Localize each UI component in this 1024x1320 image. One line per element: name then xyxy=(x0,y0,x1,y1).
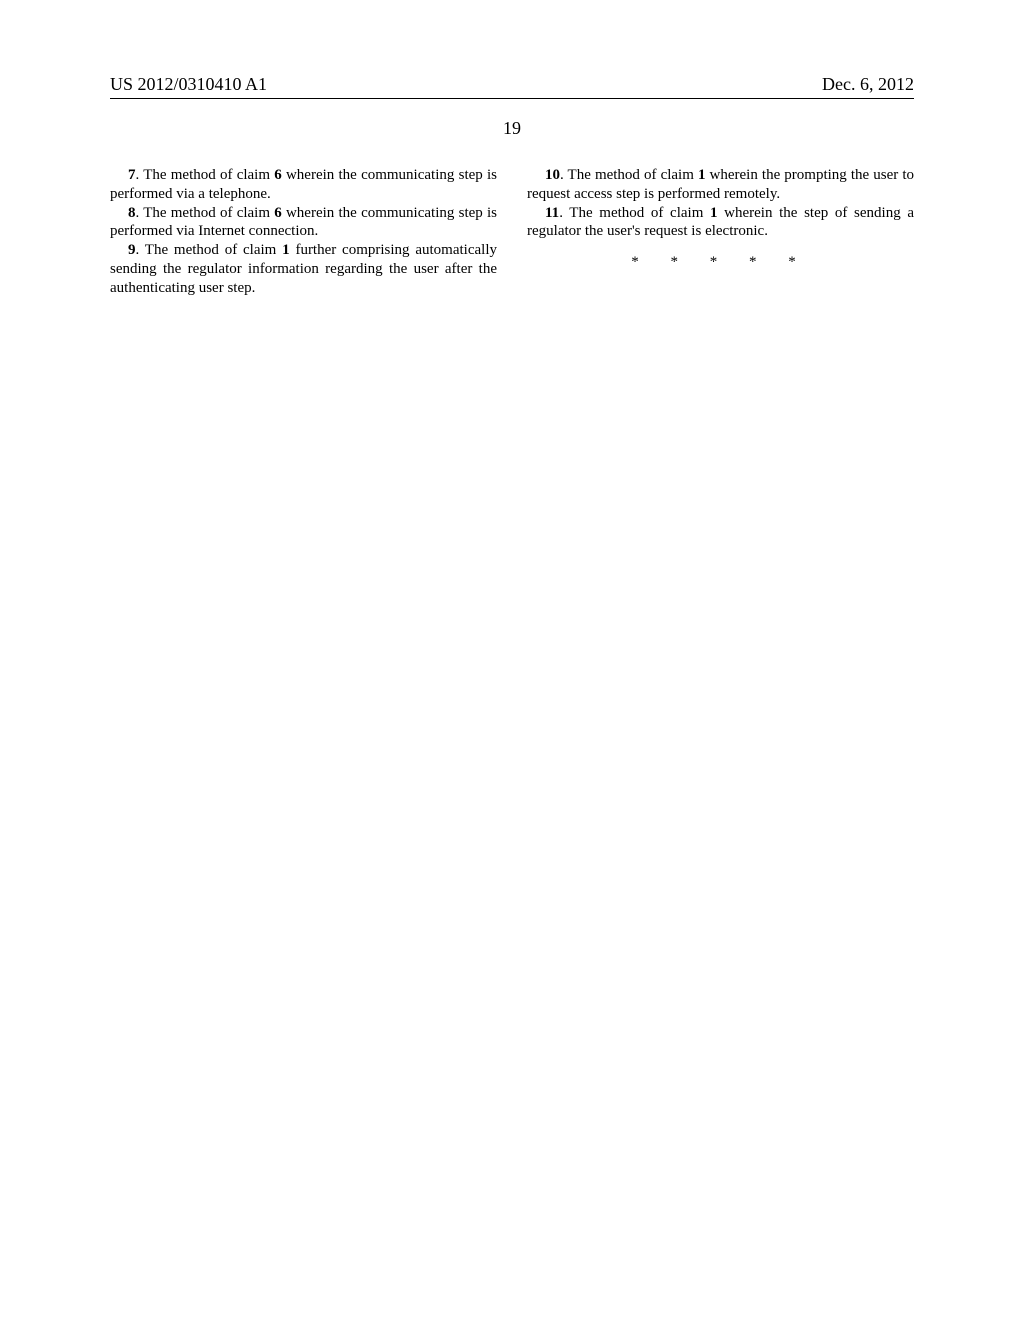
claim-text: . The method of claim xyxy=(136,205,275,221)
page-number: 19 xyxy=(0,118,1024,139)
claim-10: 10. The method of claim 1 wherein the pr… xyxy=(527,166,914,204)
header-divider xyxy=(110,98,914,99)
claim-9: 9. The method of claim 1 further compris… xyxy=(110,241,497,297)
claim-11: 11. The method of claim 1 wherein the st… xyxy=(527,204,914,242)
left-column: 7. The method of claim 6 wherein the com… xyxy=(110,166,497,297)
publication-date: Dec. 6, 2012 xyxy=(822,74,914,95)
content-columns: 7. The method of claim 6 wherein the com… xyxy=(110,166,914,297)
claim-number: 9 xyxy=(128,242,136,258)
claim-text: . The method of claim xyxy=(136,167,275,183)
claim-ref: 6 xyxy=(274,167,282,183)
claim-number: 10 xyxy=(545,167,560,183)
right-column: 10. The method of claim 1 wherein the pr… xyxy=(527,166,914,297)
publication-id: US 2012/0310410 A1 xyxy=(110,74,267,95)
claim-text: . The method of claim xyxy=(559,205,710,221)
header: US 2012/0310410 A1 Dec. 6, 2012 xyxy=(110,74,914,95)
claim-text: . The method of claim xyxy=(136,242,283,258)
claim-number: 11 xyxy=(545,205,559,221)
end-marks: * * * * * xyxy=(527,253,914,272)
claim-ref: 6 xyxy=(274,205,282,221)
claim-text: . The method of claim xyxy=(560,167,698,183)
claim-7: 7. The method of claim 6 wherein the com… xyxy=(110,166,497,204)
claim-number: 7 xyxy=(128,167,136,183)
claim-ref: 1 xyxy=(282,242,290,258)
claim-8: 8. The method of claim 6 wherein the com… xyxy=(110,204,497,242)
claim-ref: 1 xyxy=(710,205,718,221)
claim-number: 8 xyxy=(128,205,136,221)
